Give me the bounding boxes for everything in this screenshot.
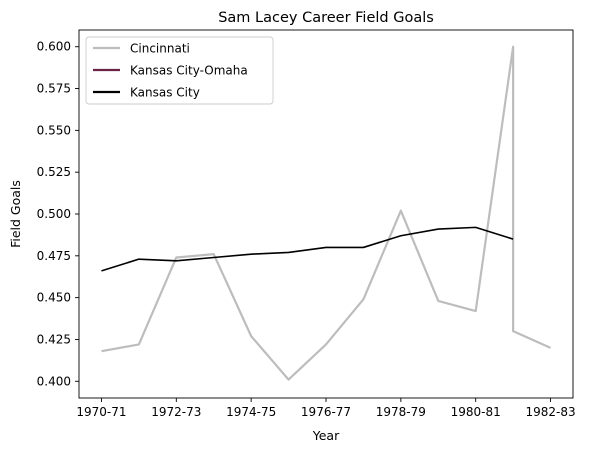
legend-label: Cincinnati	[130, 42, 190, 56]
y-tick-label: 0.425	[37, 332, 71, 346]
x-tick-label: 1972-73	[151, 405, 201, 419]
series-line-0	[101, 45, 551, 381]
series-line-2	[101, 226, 514, 272]
chart-title: Sam Lacey Career Field Goals	[218, 10, 434, 26]
y-tick-label: 0.475	[37, 249, 71, 263]
legend-label: Kansas City	[130, 86, 200, 100]
y-tick-label: 0.600	[37, 40, 71, 54]
x-tick-label: 1978-79	[376, 405, 426, 419]
x-axis-label: Year	[312, 428, 340, 443]
x-tick-label: 1976-77	[301, 405, 351, 419]
x-tick-label: 1970-71	[76, 405, 126, 419]
series-layer	[101, 45, 551, 381]
y-axis: 0.400 0.425 0.450 0.475 0.500 0.525 0.550 0.575…	[37, 40, 79, 388]
x-tick-label: 1974-75	[226, 405, 276, 419]
x-tick-label: 1980-81	[451, 405, 501, 419]
y-tick-label: 0.525	[37, 165, 71, 179]
y-axis-label: Field Goals	[8, 180, 23, 248]
legend-label: Kansas City-Omaha	[130, 64, 248, 78]
legend: Cincinnati Kansas City-Omaha Kansas City	[85, 36, 274, 105]
legend-box	[85, 36, 274, 105]
y-tick-label: 0.450	[37, 291, 71, 305]
y-tick-label: 0.500	[37, 207, 71, 221]
x-tick-label: 1982-83	[525, 405, 575, 419]
x-axis: 1970-71 1972-73 1974-75 1976-77 1978-79 1980-…	[76, 398, 576, 419]
y-tick-label: 0.400	[37, 374, 71, 388]
y-tick-label: 0.550	[37, 123, 71, 137]
y-tick-label: 0.575	[37, 82, 71, 96]
